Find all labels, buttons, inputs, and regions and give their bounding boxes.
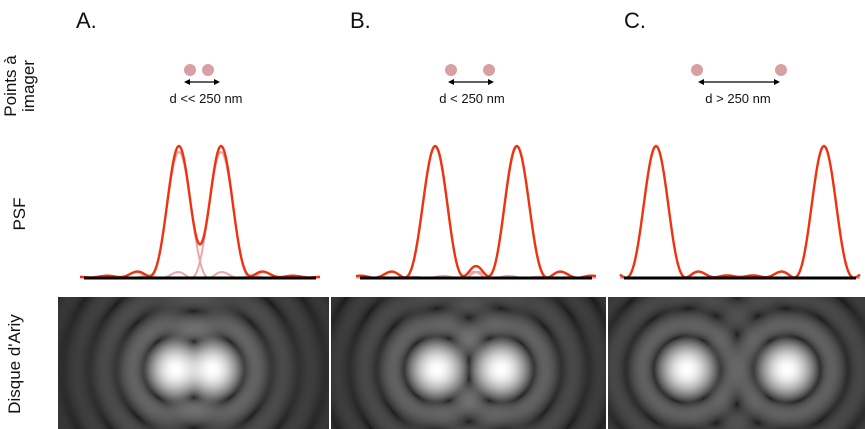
psf-plot-a — [79, 144, 321, 280]
psf-a-single-psf-2 — [79, 150, 321, 280]
psf-b-sum-curve — [355, 144, 597, 279]
distance-arrow-c — [698, 79, 780, 85]
point-c-left — [691, 64, 703, 76]
point-a-right — [202, 64, 214, 76]
psf-b-single-psf-1 — [355, 145, 597, 280]
psf-c-single-psf-2 — [619, 145, 861, 280]
distance-label-b: d < 250 nm — [439, 91, 505, 106]
airy-image-b — [331, 297, 606, 429]
distance-arrow-a — [184, 79, 220, 85]
psf-c-sum-curve — [619, 144, 861, 279]
row-label-points: Points à imager — [1, 55, 38, 117]
psf-plot-c — [619, 144, 861, 280]
row-label-airy: Disque d'Ariy — [5, 314, 24, 414]
point-a-left — [184, 64, 196, 76]
point-c-right — [775, 64, 787, 76]
airy-image-a — [58, 297, 329, 429]
panel-label-a: A. — [76, 8, 97, 33]
psf-c-single-psf-1 — [619, 145, 861, 280]
distance-label-c: d > 250 nm — [705, 91, 771, 106]
panel-label-b: B. — [350, 8, 371, 33]
row-label-psf: PSF — [10, 197, 29, 231]
psf-plot-b — [355, 144, 597, 280]
airy-image-c — [608, 297, 865, 429]
distance-label-a: d << 250 nm — [169, 91, 243, 106]
psf-b-single-psf-2 — [355, 145, 597, 280]
distance-arrow-b — [448, 79, 494, 85]
point-b-left — [445, 64, 457, 76]
point-b-right — [483, 64, 495, 76]
panel-label-c: C. — [624, 8, 646, 33]
